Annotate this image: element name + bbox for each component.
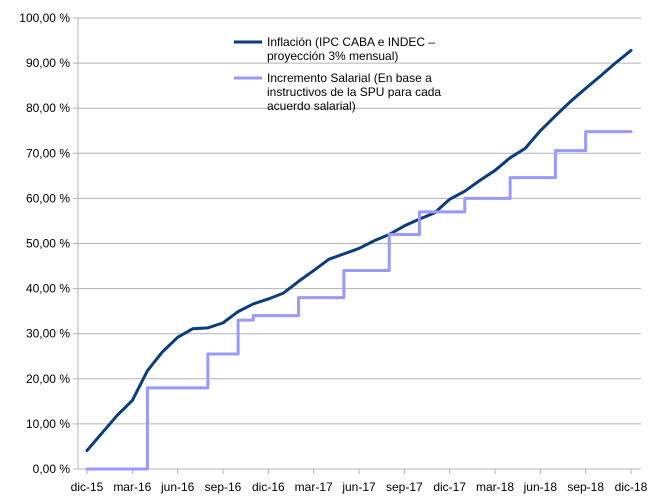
y-axis: 0,00 % 10,00 % 20,00 % 30,00 % 40,00 % 50,00 … <box>19 11 79 476</box>
legend-label-1: Inflación (IPC CABA e INDEC – <box>267 35 435 49</box>
x-axis: dic-15 mar-16 jun-16 sep-16 dic-16 mar-17 jun-… <box>71 468 648 494</box>
x-tick-label: mar-17 <box>295 480 333 494</box>
y-tick-label: 90,00 % <box>26 56 70 70</box>
series-line-2 <box>85 130 633 471</box>
grid-lines <box>78 17 641 470</box>
y-tick-label: 60,00 % <box>26 191 70 205</box>
y-tick-label: 70,00 % <box>26 146 70 160</box>
legend-label-2: acuerdo salarial) <box>267 99 356 113</box>
y-tick-label: 20,00 % <box>26 372 70 386</box>
x-tick-label: mar-16 <box>113 480 151 494</box>
y-tick-label: 100,00 % <box>19 11 70 25</box>
x-tick-label: dic-17 <box>433 480 466 494</box>
legend-label-2: instructivos de la SPU para cada <box>267 85 441 99</box>
x-tick-label: dic-15 <box>71 480 104 494</box>
y-tick-label: 0,00 % <box>33 462 71 476</box>
legend: Inflación (IPC CABA e INDEC –proyección … <box>234 35 441 113</box>
x-tick-label: sep-17 <box>386 480 423 494</box>
x-tick-label: jun-16 <box>160 480 195 494</box>
series-line-1 <box>85 48 633 453</box>
x-tick-label: sep-16 <box>205 480 242 494</box>
x-tick-label: jun-17 <box>341 480 376 494</box>
x-tick-label: jun-18 <box>523 480 558 494</box>
x-tick-label: mar-18 <box>476 480 514 494</box>
legend-label-1: proyección 3% mensual) <box>267 49 398 63</box>
y-tick-label: 80,00 % <box>26 101 70 115</box>
x-tick-label: sep-18 <box>567 480 604 494</box>
series-lines <box>85 48 633 471</box>
y-tick-label: 40,00 % <box>26 282 70 296</box>
x-tick-label: dic-16 <box>252 480 285 494</box>
y-tick-label: 30,00 % <box>26 327 70 341</box>
y-tick-label: 10,00 % <box>26 417 70 431</box>
y-tick-label: 50,00 % <box>26 237 70 251</box>
x-tick-label: dic-18 <box>615 480 648 494</box>
legend-label-2: Incremento Salarial (En base a <box>267 71 432 85</box>
